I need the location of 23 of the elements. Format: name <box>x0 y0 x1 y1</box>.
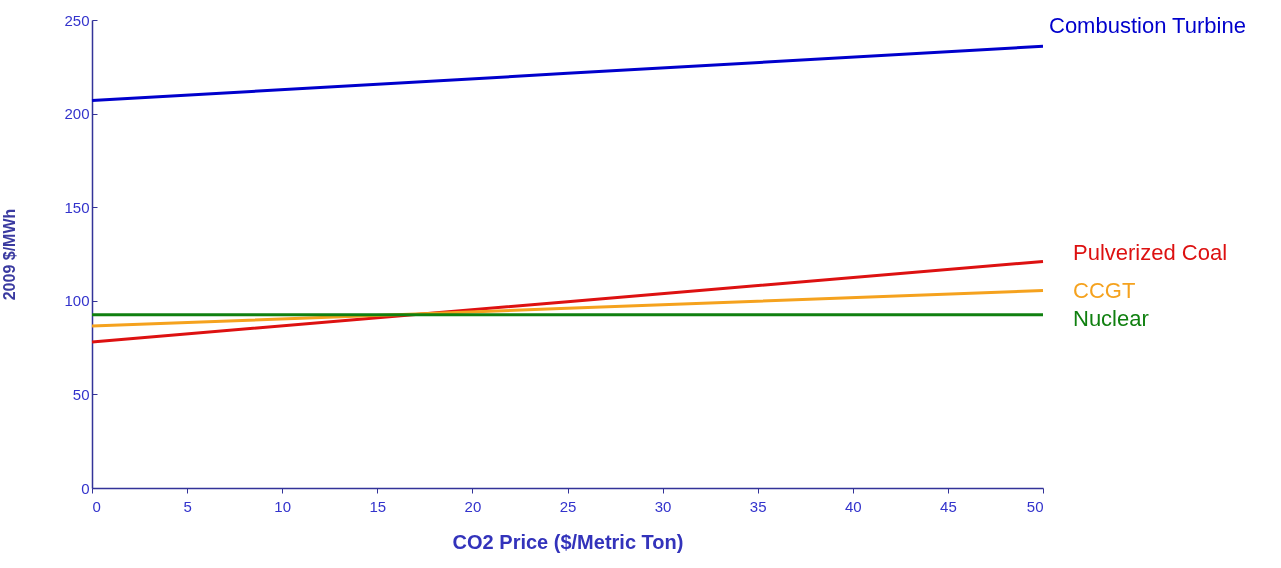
x-tick-label: 45 <box>940 497 957 515</box>
x-tick-label: 20 <box>464 497 482 515</box>
x-tick-label: 40 <box>844 497 862 515</box>
y-tick-label: 50 <box>72 385 90 403</box>
y-tick-label: 150 <box>64 198 90 216</box>
x-tick-label: 10 <box>274 497 292 515</box>
x-tick-label: 0 <box>92 497 101 515</box>
x-tick-label: 15 <box>369 497 387 515</box>
series-label: CCGT <box>1073 277 1136 303</box>
series-label: Combustion Turbine <box>1049 13 1246 39</box>
y-tick-label: 100 <box>64 292 90 310</box>
x-tick-label: 50 <box>1026 497 1044 515</box>
x-axis-title: CO2 Price ($/Metric Ton) <box>452 530 684 553</box>
series-label: Nuclear <box>1073 305 1149 331</box>
y-tick-label: 250 <box>64 11 90 29</box>
x-tick-label: 25 <box>559 497 577 515</box>
x-tick-label: 30 <box>654 497 672 515</box>
x-tick-label: 5 <box>183 497 192 515</box>
y-axis-title: 2009 $/MWh <box>1 208 19 301</box>
x-tick-label: 35 <box>749 497 767 515</box>
y-tick-label: 200 <box>64 105 90 123</box>
series-label: Pulverized Coal <box>1073 240 1228 266</box>
y-tick-label: 0 <box>81 479 90 497</box>
